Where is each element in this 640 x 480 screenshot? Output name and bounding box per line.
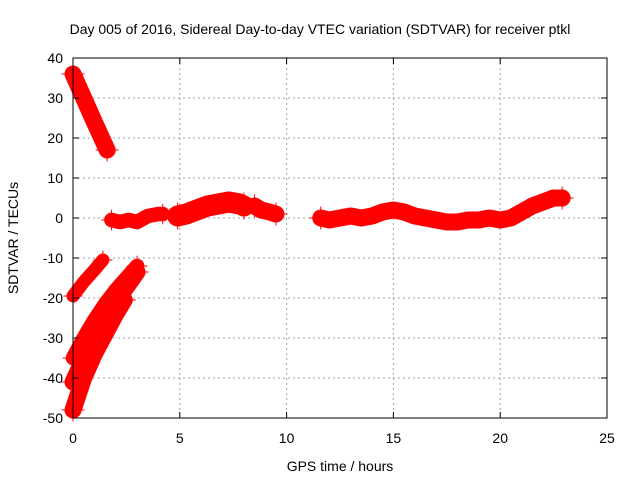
series-arc-1 <box>64 65 116 159</box>
data-point-marker <box>164 202 192 230</box>
data-point-marker <box>125 260 149 284</box>
x-tick-label: 5 <box>176 430 184 446</box>
y-tick-label: 0 <box>55 210 63 226</box>
series-arc-7 <box>167 191 255 227</box>
chart-title: Day 005 of 2016, Sidereal Day-to-day VTE… <box>70 21 571 37</box>
axes: 0 5 10 15 20 25 -50 -40 -30 -20 -10 0 10 20 30 40 <box>43 50 615 446</box>
data-point-marker <box>550 186 574 210</box>
series-arc-6 <box>104 206 171 230</box>
y-tick-label: 10 <box>47 170 63 186</box>
data-point-marker <box>93 250 113 270</box>
y-tick-label: -10 <box>43 250 63 266</box>
series-arc-2 <box>66 253 110 303</box>
y-tick-label: -30 <box>43 330 63 346</box>
y-tick-label: 30 <box>47 90 63 106</box>
grid <box>73 58 607 418</box>
data-point-marker <box>101 209 122 231</box>
x-tick-label: 25 <box>599 430 615 446</box>
x-tick-label: 0 <box>69 430 77 446</box>
data-point-marker <box>112 288 136 312</box>
series-arc-9 <box>312 189 571 231</box>
series-arc-5 <box>64 291 133 419</box>
data-point-marker <box>95 138 119 162</box>
plot-frame <box>72 57 608 419</box>
y-axis-label: SDTVAR / TECUs <box>5 182 21 294</box>
y-tick-label: -50 <box>43 410 63 426</box>
series-arc-8 <box>246 197 285 223</box>
data-point-marker <box>309 206 333 230</box>
y-tick-label: 20 <box>47 130 63 146</box>
y-tick-label: 40 <box>47 50 63 66</box>
x-tick-label: 10 <box>279 430 295 446</box>
y-tick-label: -20 <box>43 290 63 306</box>
x-tick-label: 20 <box>492 430 508 446</box>
data-point-marker <box>243 194 267 218</box>
x-axis-label: GPS time / hours <box>287 458 394 474</box>
y-tick-label: -40 <box>43 370 63 386</box>
x-tick-label: 15 <box>386 430 402 446</box>
data-point-marker <box>264 202 288 226</box>
data-series <box>61 62 574 422</box>
